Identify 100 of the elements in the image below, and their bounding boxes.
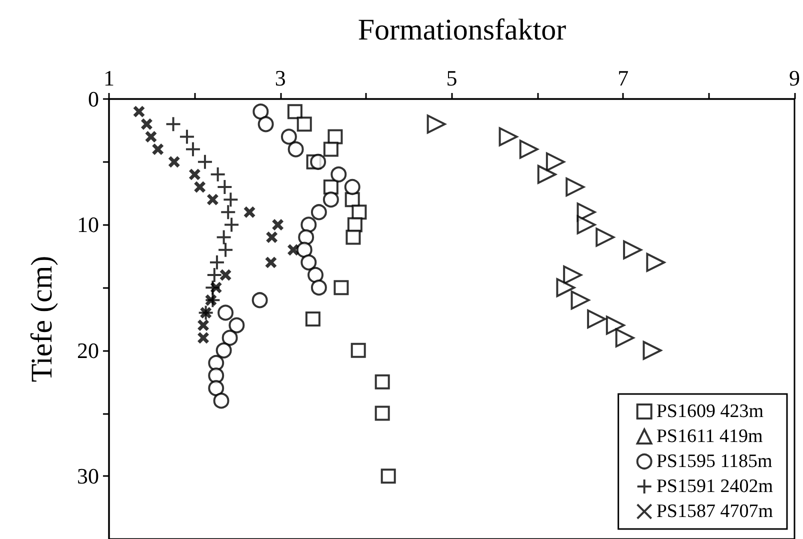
point [258, 116, 274, 132]
point [208, 254, 225, 270]
x-tick-label: 1 [104, 66, 114, 90]
point [300, 254, 317, 270]
legend-label: PS1595 1185m [656, 451, 773, 472]
point [220, 204, 236, 220]
point [152, 143, 164, 156]
point [204, 292, 221, 308]
point [222, 330, 238, 346]
point [188, 168, 201, 181]
point [426, 114, 446, 134]
x-tick-label: 3 [274, 66, 286, 90]
point [210, 166, 226, 182]
legend-label: PS1587 4707m [656, 501, 774, 522]
point [280, 128, 297, 145]
point [208, 368, 224, 384]
point [498, 127, 518, 146]
point [519, 140, 538, 159]
point [596, 228, 615, 247]
point [168, 156, 180, 168]
point [646, 252, 666, 272]
point [298, 229, 314, 246]
legend-label: PS1591 2402m [656, 476, 774, 497]
point [556, 278, 576, 298]
point [328, 129, 343, 144]
x-tick-label: 7 [618, 66, 629, 90]
point [218, 242, 234, 258]
legend-label: PS1609 423m [656, 401, 764, 422]
point [144, 130, 158, 143]
point [310, 280, 327, 296]
point [323, 142, 338, 157]
point [243, 206, 256, 218]
point [566, 178, 585, 196]
point [206, 193, 219, 206]
point [204, 294, 218, 306]
point [286, 244, 300, 256]
point [252, 292, 268, 308]
point [346, 230, 361, 245]
point [178, 128, 195, 145]
point [287, 104, 302, 120]
point [310, 204, 327, 220]
point [347, 217, 362, 232]
point [165, 116, 182, 132]
point [380, 468, 396, 484]
point [570, 290, 590, 310]
point [224, 216, 240, 233]
point [264, 256, 278, 269]
point [374, 374, 390, 390]
point [216, 342, 232, 358]
point [218, 304, 234, 321]
point [374, 406, 390, 421]
point [615, 328, 634, 348]
point [576, 215, 596, 234]
y-tick-label: 0 [88, 86, 99, 112]
point [334, 280, 349, 296]
legend-label: PS1611 419m [656, 426, 764, 447]
point [208, 380, 224, 396]
point [210, 281, 222, 294]
x-tick-label: 5 [446, 66, 458, 90]
point [197, 332, 210, 344]
point [642, 340, 662, 360]
y-axis-title: Tiefe (cm) [26, 256, 58, 382]
y-tick-label: 30 [77, 464, 99, 489]
point [252, 104, 269, 120]
point [196, 154, 213, 170]
point [296, 116, 312, 132]
point [288, 141, 304, 158]
point [266, 231, 278, 244]
point [216, 179, 233, 195]
y-tick-label: 20 [77, 338, 99, 363]
point [197, 319, 210, 332]
point [213, 392, 230, 409]
x-tick-label: 9 [789, 66, 800, 90]
point [308, 267, 324, 283]
point [208, 355, 224, 371]
point [132, 105, 146, 118]
point [330, 166, 347, 182]
point [344, 179, 360, 195]
point [194, 180, 206, 194]
point [546, 152, 565, 172]
point [310, 154, 326, 170]
point [322, 192, 339, 208]
point [216, 229, 232, 246]
point [272, 218, 284, 231]
y-tick-label: 10 [77, 212, 99, 238]
chart-title: Formationsfaktor [358, 14, 566, 46]
point [623, 240, 642, 260]
point [184, 141, 201, 158]
point [537, 164, 556, 184]
point [587, 310, 606, 328]
point [140, 118, 153, 130]
point [606, 316, 625, 335]
point [563, 266, 582, 284]
point [222, 192, 239, 208]
point [228, 317, 245, 334]
point [206, 267, 222, 283]
point [350, 342, 366, 358]
point [204, 280, 221, 296]
point [305, 312, 320, 326]
point [219, 268, 232, 282]
